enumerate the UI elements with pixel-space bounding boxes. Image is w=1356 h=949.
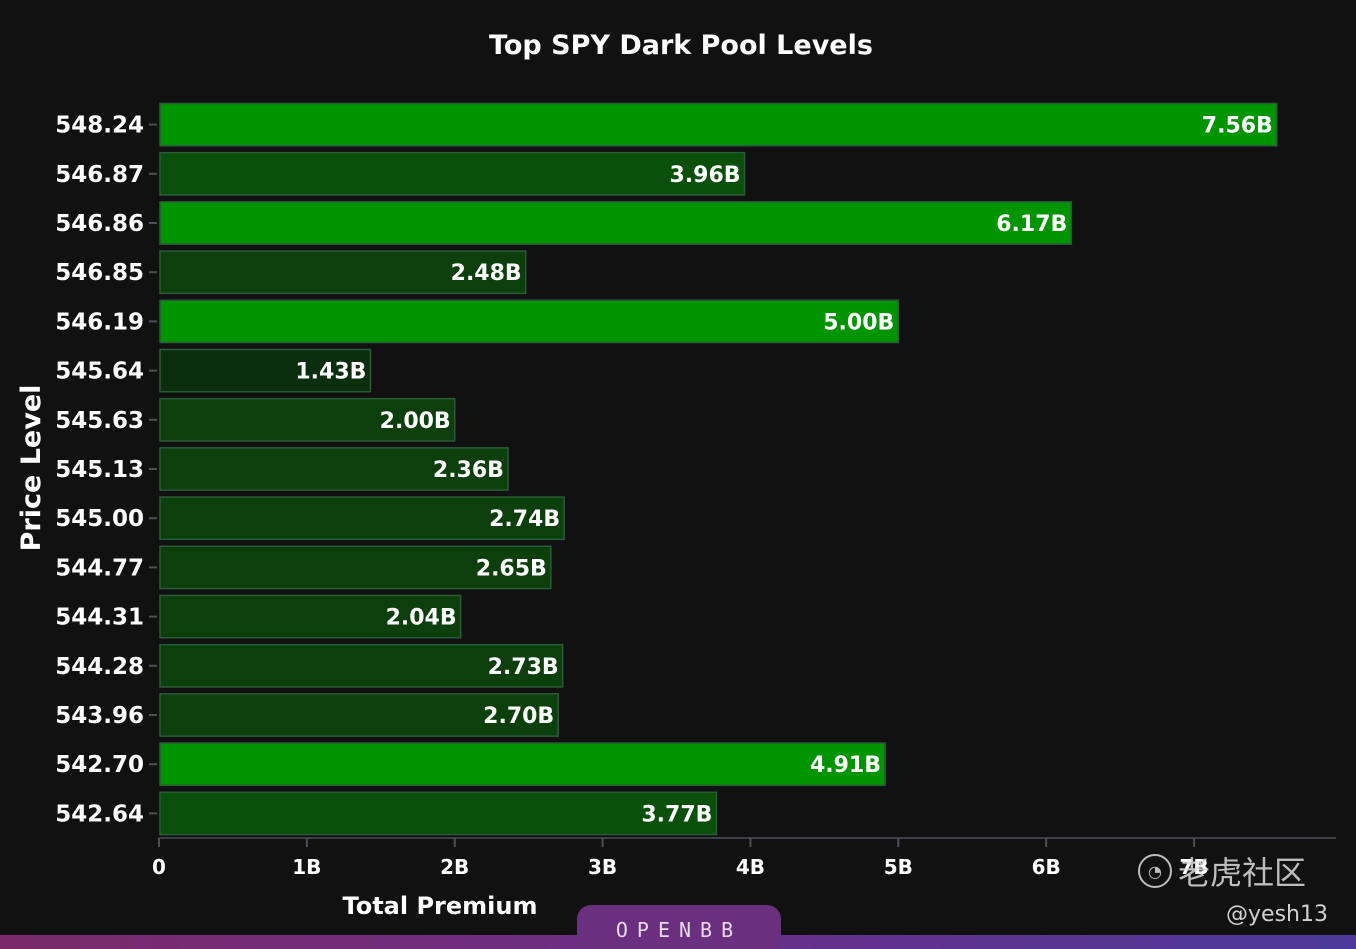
y-tick-label: 546.87 — [55, 162, 144, 188]
chart-title: Top SPY Dark Pool Levels — [489, 30, 873, 61]
tiger-logo-icon: ◔ — [1138, 854, 1172, 888]
bar-544.28[interactable] — [159, 643, 564, 688]
y-tick-label: 546.86 — [55, 211, 144, 237]
bar-546.87[interactable] — [159, 151, 746, 196]
x-tick-label: 5B — [884, 855, 913, 879]
y-tick-label: 546.85 — [55, 260, 144, 286]
x-tick-label: 0 — [152, 855, 166, 879]
bar-544.77[interactable] — [159, 545, 552, 590]
bar-value-label: 7.56B — [1202, 114, 1273, 139]
x-tick-label: 6B — [1032, 855, 1061, 879]
bar-value-label: 2.65B — [476, 556, 547, 581]
user-handle: @yesh13 — [1226, 902, 1328, 927]
bar-value-label: 1.43B — [295, 360, 366, 385]
bar-548.24[interactable] — [159, 102, 1278, 147]
y-tick-label: 542.64 — [55, 801, 144, 827]
y-tick-label: 545.13 — [55, 457, 144, 483]
y-tick-label: 546.19 — [55, 309, 144, 335]
bar-value-label: 3.77B — [641, 802, 712, 827]
bar-542.64[interactable] — [159, 791, 718, 836]
bar-value-label: 2.70B — [483, 704, 554, 729]
bar-545.00[interactable] — [159, 496, 565, 541]
bar-546.86[interactable] — [159, 201, 1073, 245]
bar-546.19[interactable] — [159, 299, 900, 344]
bar-value-label: 2.48B — [451, 261, 522, 286]
y-tick-label: 542.70 — [55, 752, 144, 778]
y-tick-label: 544.77 — [55, 555, 144, 581]
x-axis-title: Total Premium — [343, 892, 538, 920]
bar-542.70[interactable] — [159, 742, 886, 787]
bar-546.85[interactable] — [159, 250, 527, 295]
y-tick-label: 544.28 — [55, 654, 144, 680]
bar-545.64[interactable] — [159, 348, 372, 393]
bar-value-label: 2.36B — [433, 458, 504, 483]
y-tick-label: 548.24 — [55, 113, 144, 139]
x-tick-label: 4B — [736, 855, 765, 879]
bar-544.31[interactable] — [159, 594, 462, 639]
bar-value-label: 2.73B — [488, 655, 559, 680]
y-tick-label: 544.31 — [55, 605, 144, 631]
y-tick-label: 543.96 — [55, 703, 144, 729]
bar-545.63[interactable] — [159, 397, 456, 442]
y-tick-label: 545.63 — [55, 408, 144, 434]
x-tick-label: 7B — [1179, 855, 1208, 879]
bar-545.13[interactable] — [159, 447, 509, 491]
bar-value-label: 2.74B — [489, 507, 560, 532]
x-tick-label: 2B — [440, 855, 469, 879]
bar-value-label: 2.00B — [380, 409, 451, 434]
watermark-text: 老虎社区 — [1178, 854, 1307, 892]
x-tick-label: 3B — [588, 855, 617, 879]
openbb-logo-tab[interactable]: OPENBB — [577, 905, 781, 949]
y-tick-label: 545.00 — [55, 506, 144, 532]
bar-value-label: 5.00B — [823, 310, 894, 335]
bar-value-label: 3.96B — [669, 163, 740, 188]
community-watermark: ◔ 老虎社区 — [1138, 848, 1306, 894]
y-tick-label: 545.64 — [55, 359, 144, 385]
bar-value-label: 2.04B — [386, 606, 457, 631]
y-axis-title: Price Level — [16, 385, 47, 552]
bar-543.96[interactable] — [159, 693, 559, 737]
bar-value-label: 6.17B — [996, 212, 1067, 237]
x-tick-label: 1B — [292, 855, 321, 879]
bar-value-label: 4.91B — [810, 753, 881, 778]
